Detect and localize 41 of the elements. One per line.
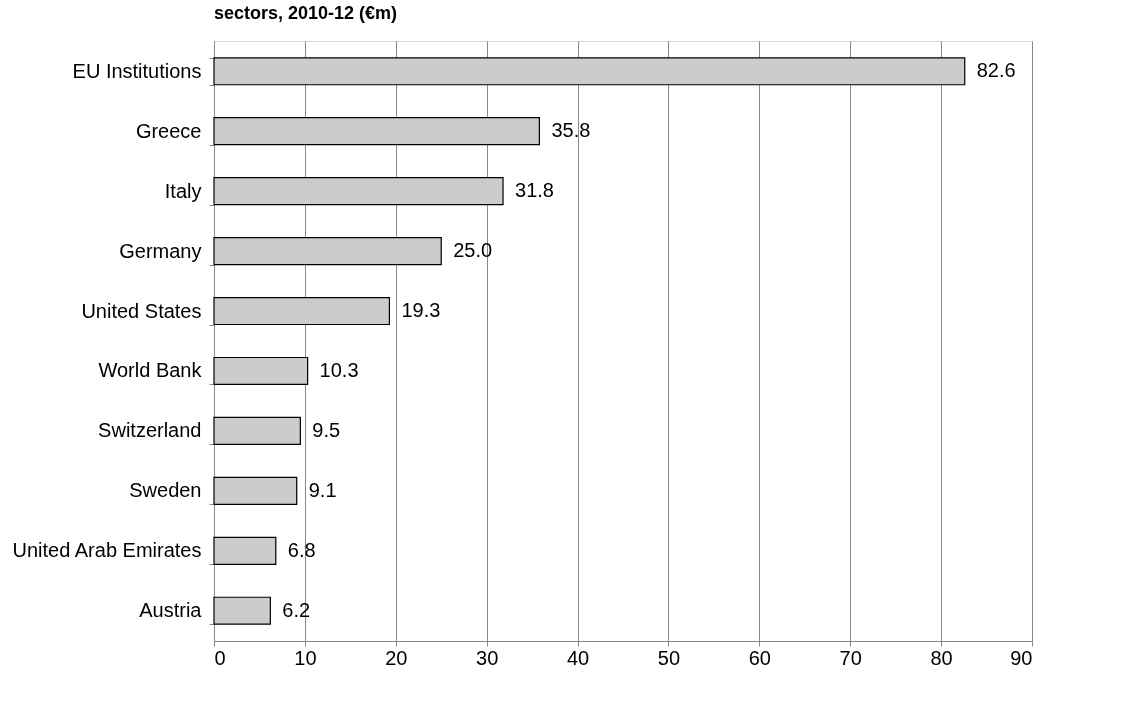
bar	[213, 177, 504, 206]
data-label: 9.1	[308, 478, 337, 501]
y-tick-label: Greece	[135, 119, 202, 142]
x-tick-label: 0	[214, 646, 226, 669]
x-tick-label: 40	[566, 646, 590, 669]
x-tick-label: 30	[476, 646, 499, 669]
x-tick-label: 60	[748, 646, 771, 669]
data-label: 6.2	[282, 598, 311, 621]
y-tick-label: Switzerland	[98, 419, 202, 442]
x-tick-label: 70	[839, 646, 862, 669]
x-tick-label: 90	[1010, 646, 1033, 669]
data-label: 25.0	[453, 239, 493, 262]
y-tick-label: Sweden	[129, 479, 202, 502]
x-tick-label: 20	[385, 646, 408, 669]
y-tick-label: United States	[81, 299, 202, 322]
data-label: 31.8	[515, 179, 554, 202]
y-tick-label: EU Institutions	[72, 59, 202, 82]
bar	[213, 416, 301, 445]
bar	[213, 536, 277, 565]
y-tick-label: Germany	[119, 239, 202, 262]
bar	[213, 356, 309, 386]
bar	[213, 57, 966, 86]
data-label: 19.3	[401, 299, 441, 322]
y-tick-label: Austria	[139, 599, 203, 622]
data-label: 35.8	[551, 119, 591, 142]
chart-title: sectors, 2010-12 (€m)	[214, 3, 398, 23]
bar	[213, 296, 391, 326]
x-tick-label: 80	[930, 646, 953, 669]
y-tick-label: Italy	[164, 179, 202, 202]
x-tick-label: 10	[294, 646, 317, 669]
y-tick-label: World Bank	[98, 359, 203, 382]
data-label: 9.5	[312, 418, 341, 441]
bar	[213, 117, 540, 146]
x-tick-label: 50	[657, 646, 681, 669]
bar	[213, 476, 298, 505]
data-label: 10.3	[319, 358, 359, 381]
data-label: 82.6	[976, 59, 1016, 82]
data-label: 6.8	[287, 538, 316, 561]
y-tick-label: United Arab Emirates	[12, 539, 202, 562]
bar	[213, 596, 271, 625]
bar	[213, 237, 442, 266]
